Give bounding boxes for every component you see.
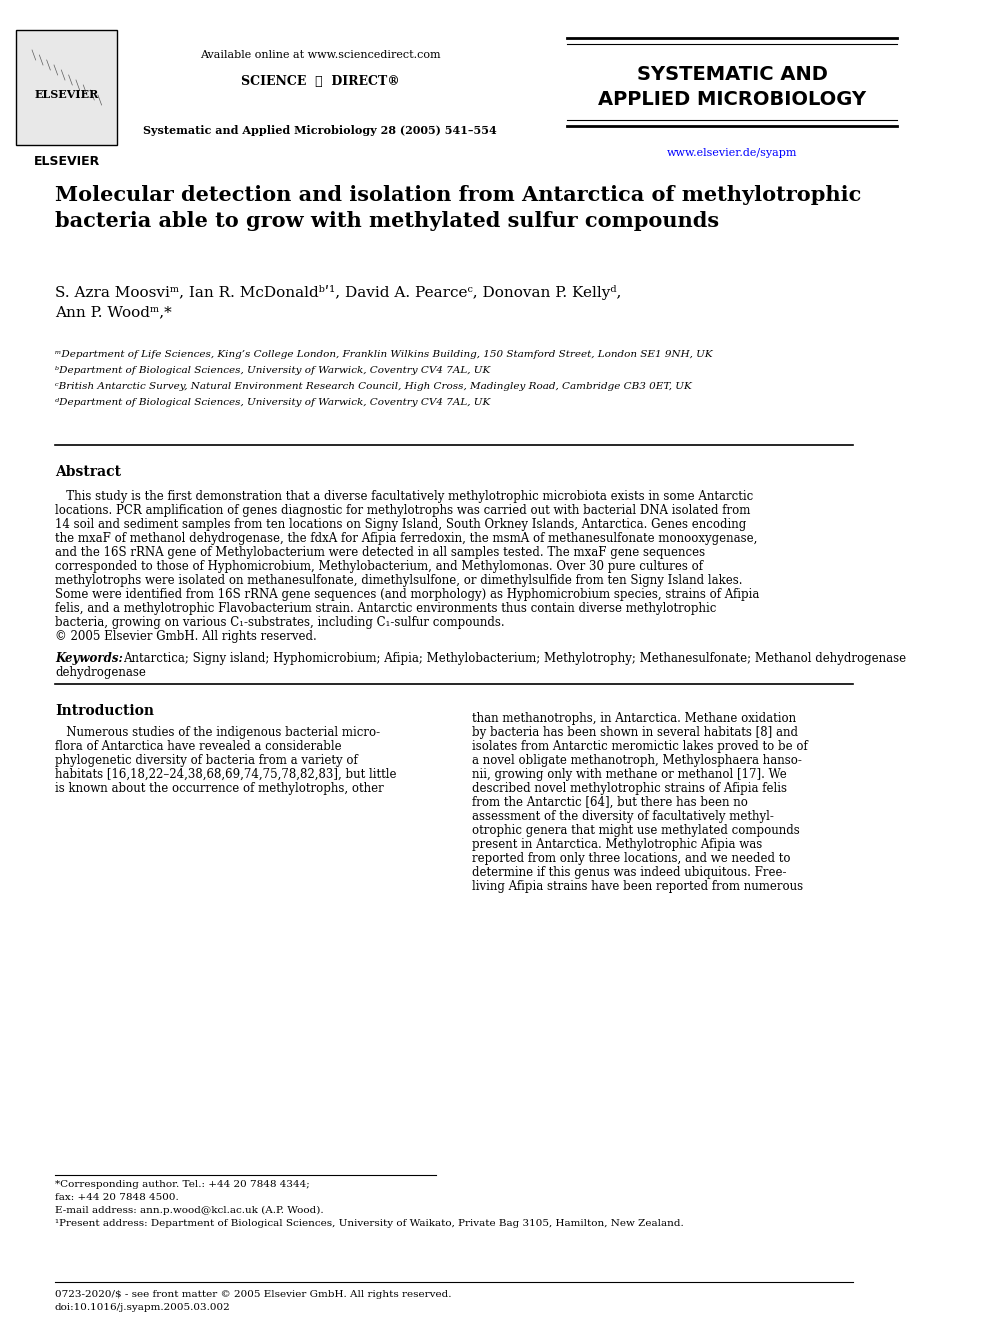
Text: described novel methylotrophic strains of Afipia felis: described novel methylotrophic strains o… (472, 782, 788, 795)
Text: a novel obligate methanotroph, Methylosphaera hanso-: a novel obligate methanotroph, Methylosp… (472, 754, 803, 767)
Text: is known about the occurrence of methylotrophs, other: is known about the occurrence of methylo… (55, 782, 384, 795)
FancyBboxPatch shape (17, 30, 117, 146)
Text: otrophic genera that might use methylated compounds: otrophic genera that might use methylate… (472, 824, 800, 837)
Text: from the Antarctic [64], but there has been no: from the Antarctic [64], but there has b… (472, 796, 748, 808)
Text: This study is the first demonstration that a diverse facultatively methylotrophi: This study is the first demonstration th… (55, 490, 753, 503)
Text: S. Azra Moosviᵐ, Ian R. McDonaldᵇʹ¹, David A. Pearceᶜ, Donovan P. Kellyᵈ,
Ann P.: S. Azra Moosviᵐ, Ian R. McDonaldᵇʹ¹, Dav… (55, 284, 621, 319)
Text: Numerous studies of the indigenous bacterial micro-: Numerous studies of the indigenous bacte… (55, 726, 380, 740)
Text: by bacteria has been shown in several habitats [8] and: by bacteria has been shown in several ha… (472, 726, 799, 740)
Text: Antarctica; Signy island; Hyphomicrobium; Afipia; Methylobacterium; Methylotroph: Antarctica; Signy island; Hyphomicrobium… (124, 652, 907, 665)
Text: Introduction: Introduction (55, 704, 154, 718)
Text: assessment of the diversity of facultatively methyl-: assessment of the diversity of facultati… (472, 810, 774, 823)
Text: Molecular detection and isolation from Antarctica of methylotrophic
bacteria abl: Molecular detection and isolation from A… (55, 185, 861, 232)
Text: 14 soil and sediment samples from ten locations on Signy Island, South Orkney Is: 14 soil and sediment samples from ten lo… (55, 519, 746, 531)
Text: flora of Antarctica have revealed a considerable: flora of Antarctica have revealed a cons… (55, 740, 341, 753)
Text: Some were identified from 16S rRNA gene sequences (and morphology) as Hyphomicro: Some were identified from 16S rRNA gene … (55, 587, 759, 601)
Text: dehydrogenase: dehydrogenase (55, 665, 146, 679)
Text: corresponded to those of Hyphomicrobium, Methylobacterium, and Methylomonas. Ove: corresponded to those of Hyphomicrobium,… (55, 560, 703, 573)
Text: SCIENCE  ⓓ  DIRECT®: SCIENCE ⓓ DIRECT® (241, 75, 400, 89)
Text: than methanotrophs, in Antarctica. Methane oxidation: than methanotrophs, in Antarctica. Metha… (472, 712, 797, 725)
Text: the mxaF of methanol dehydrogenase, the fdxA for Afipia ferredoxin, the msmA of : the mxaF of methanol dehydrogenase, the … (55, 532, 757, 545)
Text: 0723-2020/$ - see front matter © 2005 Elsevier GmbH. All rights reserved.: 0723-2020/$ - see front matter © 2005 El… (55, 1290, 451, 1299)
Text: ¹Present address: Department of Biological Sciences, University of Waikato, Priv: ¹Present address: Department of Biologic… (55, 1218, 683, 1228)
Text: ᵐDepartment of Life Sciences, King’s College London, Franklin Wilkins Building, : ᵐDepartment of Life Sciences, King’s Col… (55, 351, 712, 359)
Text: determine if this genus was indeed ubiquitous. Free-: determine if this genus was indeed ubiqu… (472, 867, 787, 878)
Text: Keywords:: Keywords: (55, 652, 123, 665)
Text: *Corresponding author. Tel.: +44 20 7848 4344;: *Corresponding author. Tel.: +44 20 7848… (55, 1180, 310, 1189)
Text: Available online at www.sciencedirect.com: Available online at www.sciencedirect.co… (200, 50, 440, 60)
Text: Systematic and Applied Microbiology 28 (2005) 541–554: Systematic and Applied Microbiology 28 (… (144, 124, 497, 136)
Text: ᵇDepartment of Biological Sciences, University of Warwick, Coventry CV4 7AL, UK: ᵇDepartment of Biological Sciences, Univ… (55, 366, 490, 374)
Text: Abstract: Abstract (55, 464, 121, 479)
Text: www.elsevier.de/syapm: www.elsevier.de/syapm (667, 148, 798, 157)
Text: locations. PCR amplification of genes diagnostic for methylotrophs was carried o: locations. PCR amplification of genes di… (55, 504, 750, 517)
Text: felis, and a methylotrophic Flavobacterium strain. Antarctic environments thus c: felis, and a methylotrophic Flavobacteri… (55, 602, 716, 615)
Text: habitats [16,18,22–24,38,68,69,74,75,78,82,83], but little: habitats [16,18,22–24,38,68,69,74,75,78,… (55, 767, 397, 781)
Text: living Afipia strains have been reported from numerous: living Afipia strains have been reported… (472, 880, 804, 893)
Text: ELSEVIER: ELSEVIER (34, 155, 100, 168)
Text: fax: +44 20 7848 4500.: fax: +44 20 7848 4500. (55, 1193, 179, 1203)
Text: methylotrophs were isolated on methanesulfonate, dimethylsulfone, or dimethylsul: methylotrophs were isolated on methanesu… (55, 574, 742, 587)
Text: reported from only three locations, and we needed to: reported from only three locations, and … (472, 852, 791, 865)
Text: phylogenetic diversity of bacteria from a variety of: phylogenetic diversity of bacteria from … (55, 754, 358, 767)
Text: and the 16S rRNA gene of Methylobacterium were detected in all samples tested. T: and the 16S rRNA gene of Methylobacteriu… (55, 546, 705, 560)
Text: E-mail address: ann.p.wood@kcl.ac.uk (A.P. Wood).: E-mail address: ann.p.wood@kcl.ac.uk (A.… (55, 1207, 323, 1215)
Text: doi:10.1016/j.syapm.2005.03.002: doi:10.1016/j.syapm.2005.03.002 (55, 1303, 231, 1312)
Text: ᵈDepartment of Biological Sciences, University of Warwick, Coventry CV4 7AL, UK: ᵈDepartment of Biological Sciences, Univ… (55, 398, 490, 407)
Text: © 2005 Elsevier GmbH. All rights reserved.: © 2005 Elsevier GmbH. All rights reserve… (55, 630, 316, 643)
Text: bacteria, growing on various C₁-substrates, including C₁-sulfur compounds.: bacteria, growing on various C₁-substrat… (55, 617, 505, 628)
Text: ELSEVIER: ELSEVIER (35, 90, 99, 101)
Text: ᶜBritish Antarctic Survey, Natural Environment Research Council, High Cross, Mad: ᶜBritish Antarctic Survey, Natural Envir… (55, 382, 691, 392)
Text: present in Antarctica. Methylotrophic Afipia was: present in Antarctica. Methylotrophic Af… (472, 837, 763, 851)
Text: nii, growing only with methane or methanol [17]. We: nii, growing only with methane or methan… (472, 767, 787, 781)
Text: isolates from Antarctic meromictic lakes proved to be of: isolates from Antarctic meromictic lakes… (472, 740, 808, 753)
Text: SYSTEMATIC AND: SYSTEMATIC AND (637, 65, 827, 83)
Text: APPLIED MICROBIOLOGY: APPLIED MICROBIOLOGY (598, 90, 866, 108)
